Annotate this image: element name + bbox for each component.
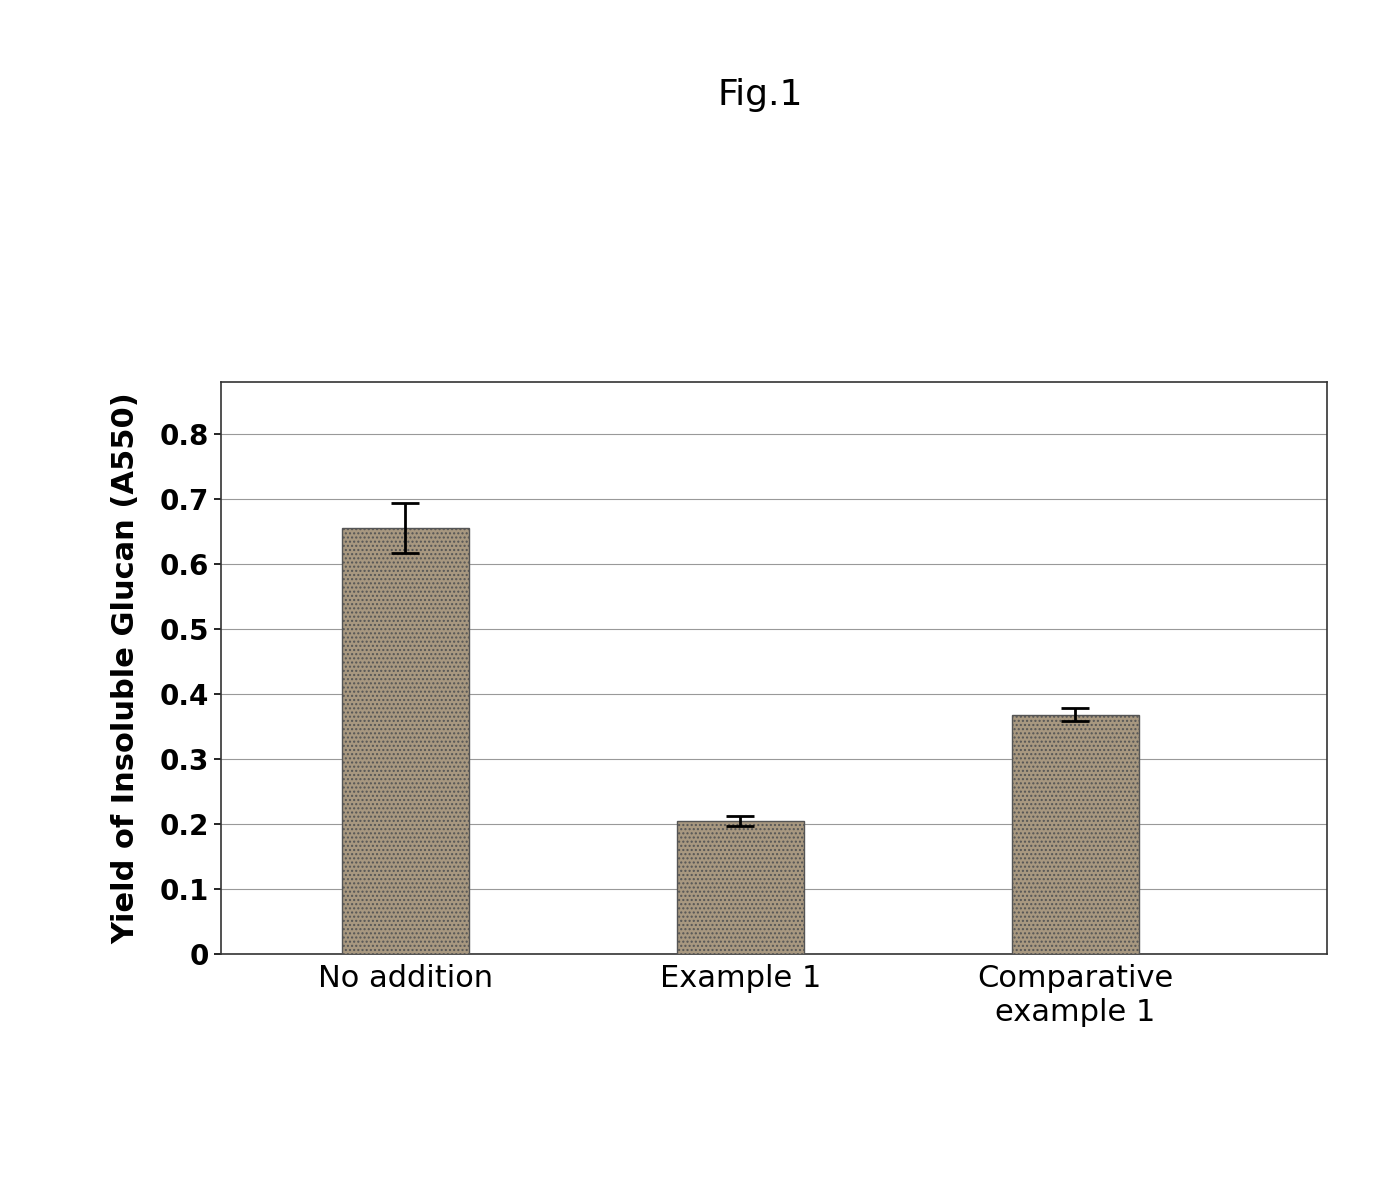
Text: Fig.1: Fig.1 (717, 79, 803, 112)
Bar (677, 821, 804, 954)
Y-axis label: Yield of Insoluble Glucan (A550): Yield of Insoluble Glucan (A550) (112, 392, 141, 944)
Bar (1012, 715, 1139, 954)
Bar (341, 528, 468, 954)
